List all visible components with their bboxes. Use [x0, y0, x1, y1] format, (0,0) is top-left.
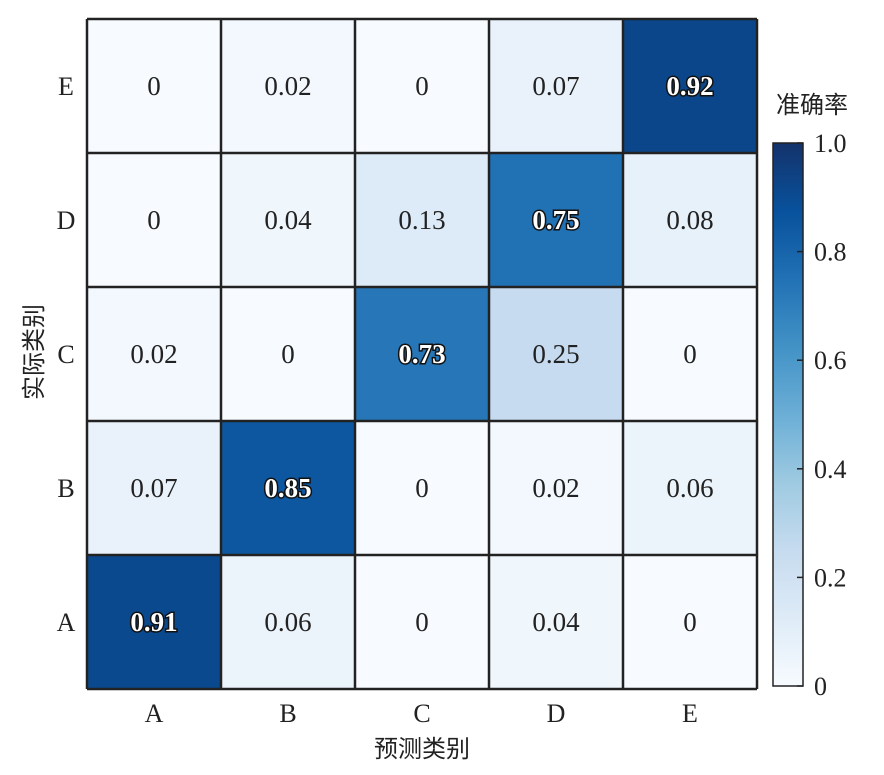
- cell-value-label: 0.04: [532, 607, 580, 637]
- x-axis-ticks: A B C D E: [145, 699, 698, 728]
- colorbar-tick-label: 0.6: [814, 346, 847, 375]
- cell-value-label: 0.04: [264, 205, 312, 235]
- cell-value-label: 0.06: [666, 473, 713, 503]
- y-tick-label: C: [57, 340, 74, 369]
- colorbar: 准确率 0 0.2 0.4 0.6 0.8 1.0: [772, 91, 848, 701]
- x-tick-label: B: [279, 699, 296, 728]
- cell-value-label: 0.25: [532, 339, 579, 369]
- cell-value-label: 0: [683, 607, 697, 637]
- heatmap-cell-c-c: [355, 287, 489, 421]
- cell-value-label: 0.91: [130, 607, 177, 637]
- x-tick-label: D: [547, 699, 566, 728]
- cell-value-labels: 0 0.02 0 0.07 0.92 0 0.04 0.13 0.75 0.08 0.02 0 0.73…: [129, 70, 715, 639]
- heatmap-cell-c-d: [489, 287, 623, 421]
- heatmap-cell-d-d: [489, 153, 623, 287]
- cell-value-label: 0.02: [264, 71, 311, 101]
- colorbar-tick-label: 0.8: [814, 238, 847, 267]
- heatmap-cell-d-e: [623, 153, 757, 287]
- heatmap-cell-d-b: [221, 153, 355, 287]
- cell-value-label: 0: [415, 607, 429, 637]
- heatmap-cell-d-c: [355, 153, 489, 287]
- heatmap-cell-b-b: [221, 421, 355, 555]
- colorbar-tick-label: 0: [814, 672, 827, 701]
- heatmap-cell-a-b: [221, 555, 355, 689]
- cell-value-label: 0.73: [398, 339, 445, 369]
- heatmap-cell-e-c: [355, 19, 489, 153]
- cell-value-label: 0.02: [130, 339, 177, 369]
- x-tick-label: C: [413, 699, 430, 728]
- cell-value-label: 0: [147, 205, 161, 235]
- heatmap-cell-b-d: [489, 421, 623, 555]
- colorbar-tick-label: 0.4: [814, 455, 847, 484]
- heatmap-cell-c-a: [87, 287, 221, 421]
- cell-value-label: 0.06: [264, 607, 311, 637]
- heatmap-cell-a-a: [87, 555, 221, 689]
- heatmap-cell-e-d: [489, 19, 623, 153]
- y-tick-label: A: [57, 608, 76, 637]
- colorbar-ticks: 0 0.2 0.4 0.6 0.8 1.0: [797, 129, 847, 701]
- heatmap-cell-c-b: [221, 287, 355, 421]
- heatmap-cell-b-e: [623, 421, 757, 555]
- y-axis-ticks: E D C B A: [57, 72, 76, 637]
- heatmap-cell-a-c: [355, 555, 489, 689]
- cell-value-label: 0.02: [532, 473, 579, 503]
- y-axis-label: 实际类别: [20, 304, 48, 400]
- heatmap-cell-b-a: [87, 421, 221, 555]
- cell-value-label: 0: [415, 473, 429, 503]
- x-tick-label: A: [145, 699, 164, 728]
- x-axis-label: 预测类别: [374, 735, 470, 763]
- colorbar-tick-label: 1.0: [814, 129, 847, 158]
- colorbar-title: 准确率: [776, 91, 848, 119]
- cell-value-label: 0.92: [666, 71, 713, 101]
- cell-value-label: 0: [415, 71, 429, 101]
- y-tick-label: D: [57, 206, 76, 235]
- heatmap-cell-e-b: [221, 19, 355, 153]
- heatmap-cell-e-e: [623, 19, 757, 153]
- cell-value-label: 0: [147, 71, 161, 101]
- heatmap-cell-a-d: [489, 555, 623, 689]
- heatmap-cells: [87, 19, 757, 689]
- heatmap-grid: [85, 17, 759, 691]
- heatmap-cell-b-c: [355, 421, 489, 555]
- cell-value-label: 0.07: [532, 71, 579, 101]
- colorbar-tick-label: 0.2: [814, 563, 847, 592]
- cell-value-label: 0: [281, 339, 295, 369]
- heatmap-cell-a-e: [623, 555, 757, 689]
- y-tick-label: B: [57, 474, 74, 503]
- cell-value-label: 0.85: [264, 473, 311, 503]
- y-tick-label: E: [58, 72, 74, 101]
- cell-value-label: 0.08: [666, 205, 713, 235]
- cell-value-label: 0: [683, 339, 697, 369]
- heatmap-cell-c-e: [623, 287, 757, 421]
- colorbar-gradient: [772, 142, 804, 687]
- cell-value-label: 0.75: [532, 205, 579, 235]
- cell-value-label: 0.07: [130, 473, 177, 503]
- heatmap-cell-d-a: [87, 153, 221, 287]
- heatmap-cell-e-a: [87, 19, 221, 153]
- x-tick-label: E: [682, 699, 698, 728]
- cell-value-label: 0.13: [398, 205, 445, 235]
